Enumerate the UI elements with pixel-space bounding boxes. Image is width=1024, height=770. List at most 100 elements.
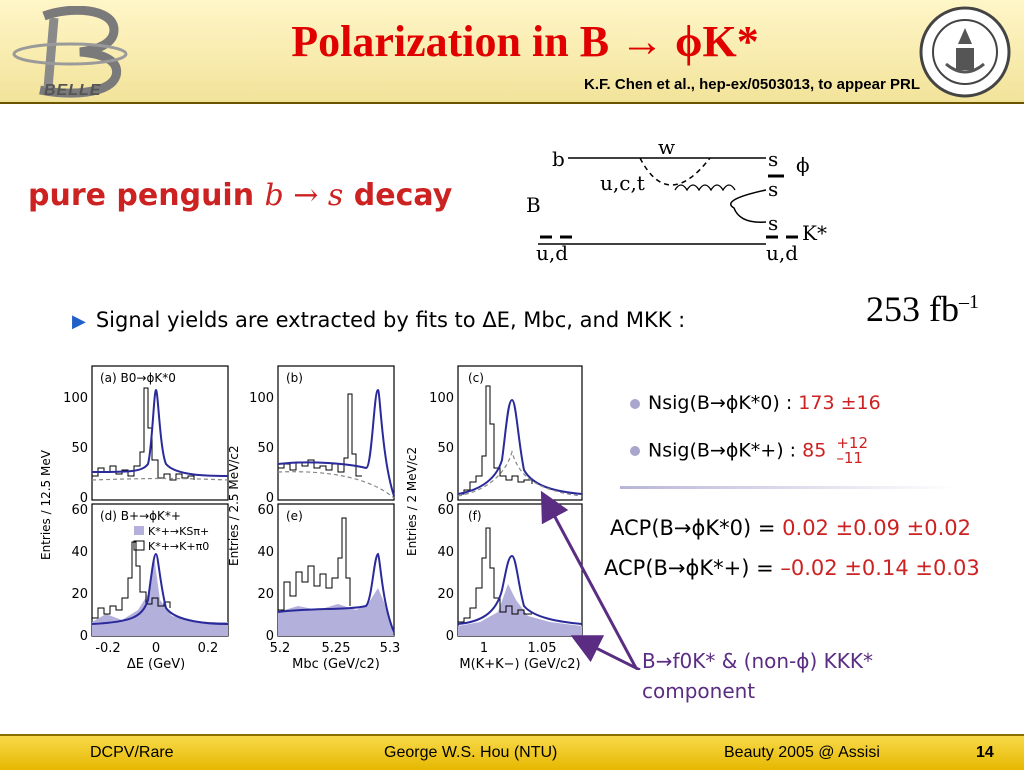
nsig2-value: 85 (802, 439, 827, 462)
bullet-dot-icon (630, 398, 640, 409)
ytick-e-40: 40 (257, 545, 274, 560)
ytick-c-100: 100 (429, 391, 454, 406)
ytick-a-50: 50 (71, 441, 88, 456)
feyn-phi: ϕ (796, 153, 810, 177)
slide-title: Polarization in B → ϕK* (291, 17, 759, 66)
nsig1-value: 173 ±16 (798, 392, 881, 414)
ylabel-a: Entries / 12.5 MeV (39, 449, 53, 560)
xtick-a-2: 0.2 (198, 641, 219, 656)
feyn-s1: s (768, 147, 778, 171)
acp2-value: –0.02 ±0.14 ±0.03 (780, 556, 980, 580)
xtick-c-0: 1 (480, 641, 488, 656)
footer-center: George W.S. Hou (NTU) (384, 744, 558, 761)
acp-2: ACP(B→ϕK*+) = –0.02 ±0.14 ±0.03 (604, 556, 980, 580)
feyn-B: B (526, 193, 541, 217)
nsig-2: Nsig(B→ϕK*+) : 85 +12 –11 (630, 436, 868, 466)
ytick-d-0: 0 (80, 629, 88, 644)
legend-ks: K*+→KSπ+ (148, 525, 209, 538)
nsig2-up: +12 (836, 434, 869, 452)
frame-a (91, 365, 229, 501)
slide-header: BELLE Polarization in B → ϕK* K.F. Chen … (0, 0, 1024, 104)
feyn-sbar: s (768, 177, 778, 201)
xlabel-b: Mbc (GeV/c2) (292, 657, 380, 672)
bullet-triangle-icon: ▶ (72, 311, 86, 332)
xlabel-c: M(K+K−) (GeV/c2) (459, 657, 580, 672)
page-number: 14 (976, 744, 994, 761)
penguin-prefix: pure penguin (28, 178, 265, 213)
ytick-f-40: 40 (437, 545, 454, 560)
legend-swatch-filled (134, 526, 144, 535)
panel-d-label: (d) B+→ϕK*+ (100, 509, 181, 523)
footer-left: DCPV/Rare (90, 744, 174, 761)
ntu-seal-icon (919, 6, 1011, 98)
penguin-math: b → s (264, 178, 344, 213)
annotation-arrows (540, 490, 641, 670)
divider-line (620, 486, 956, 489)
frame-b (277, 365, 395, 501)
panel-c-label: (c) (468, 371, 484, 385)
footer-right: Beauty 2005 @ Assisi (724, 744, 880, 761)
nsig2-down: –11 (836, 449, 863, 467)
belle-b-logo-icon (12, 6, 128, 98)
feyn-s2: s (768, 211, 778, 235)
acp1-label: ACP(B→ϕK*0) = (610, 516, 783, 540)
feynman-diagram: b w u,c,t B s ϕ s s K* u,d u,d (526, 135, 827, 265)
nsig-1: Nsig(B→ϕK*0) : 173 ±16 (630, 392, 881, 414)
ytick-e-0: 0 (266, 629, 274, 644)
legend-pi0: K*+→K+π0 (148, 540, 209, 553)
xlabel-a: ΔE (GeV) (127, 657, 185, 672)
ytick-a-0: 0 (80, 491, 88, 506)
bullet-text: Signal yields are extracted by fits to Δ… (95, 308, 686, 332)
lumi-exponent: –1 (959, 291, 979, 313)
penguin-heading: pure penguin b → s decay (28, 178, 452, 213)
ytick-f-0: 0 (446, 629, 454, 644)
feyn-w: w (658, 135, 675, 159)
logo-text: BELLE (44, 82, 102, 99)
ytick-f-20: 20 (437, 587, 454, 602)
xtick-b-1: 5.25 (322, 641, 351, 656)
ytick-c-50: 50 (437, 441, 454, 456)
bullet-dot-icon (630, 446, 640, 456)
ytick-b-0: 0 (266, 491, 274, 506)
luminosity: 253 fb–1 (866, 288, 979, 330)
xtick-c-1: 1.05 (528, 641, 557, 656)
ylabel-c: Entries / 2 MeV/c2 (405, 447, 419, 556)
xtick-a-0: -0.2 (95, 641, 120, 656)
bullet-line: ▶ Signal yields are extracted by fits to … (72, 308, 685, 332)
panel-b-label: (b) (286, 371, 303, 385)
ytick-b-100: 100 (249, 391, 274, 406)
panel-e-label: (e) (286, 509, 303, 523)
ytick-f-60: 60 (437, 503, 454, 518)
ytick-a-100: 100 (63, 391, 88, 406)
xtick-b-2: 5.3 (380, 641, 401, 656)
nsig1-label: Nsig(B→ϕK*0) : (648, 392, 799, 414)
xtick-b-0: 5.2 (270, 641, 291, 656)
fit-plots-figure: Entries / 12.5 MeV Entries / 2.5 MeV/c2 … (39, 365, 583, 672)
penguin-suffix: decay (343, 178, 453, 213)
note-line-1: B→f0K* & (non-ϕ) KKK* (642, 649, 873, 673)
acp-1: ACP(B→ϕK*0) = 0.02 ±0.09 ±0.02 (610, 516, 971, 540)
component-note: B→f0K* & (non-ϕ) KKK* component (642, 646, 873, 706)
ytick-e-20: 20 (257, 587, 274, 602)
xtick-a-1: 0 (152, 641, 160, 656)
feyn-kstar: K* (802, 221, 827, 245)
ylabel-b: Entries / 2.5 MeV/c2 (227, 445, 241, 566)
ytick-c-0: 0 (446, 491, 454, 506)
ytick-b-50: 50 (257, 441, 274, 456)
acp2-label: ACP(B→ϕK*+) = (604, 556, 781, 580)
slide-subtitle: K.F. Chen et al., hep-ex/0503013, to app… (584, 76, 920, 93)
frame-c (457, 365, 583, 501)
acp1-value: 0.02 ±0.09 ±0.02 (782, 516, 971, 540)
feyn-uct: u,c,t (600, 171, 645, 195)
ytick-d-60: 60 (71, 503, 88, 518)
feyn-ud-left: u,d (536, 241, 568, 265)
ytick-d-20: 20 (71, 587, 88, 602)
ytick-e-60: 60 (257, 503, 274, 518)
panel-a-label: (a) B0→ϕK*0 (100, 371, 176, 385)
legend-swatch-open (133, 540, 145, 551)
nsig2-label: Nsig(B→ϕK*+) : (648, 439, 803, 462)
ytick-d-40: 40 (71, 545, 88, 560)
note-line-2: component (642, 679, 756, 703)
slide-footer: DCPV/Rare George W.S. Hou (NTU) Beauty 2… (0, 734, 1024, 770)
lumi-value: 253 fb (866, 289, 959, 329)
